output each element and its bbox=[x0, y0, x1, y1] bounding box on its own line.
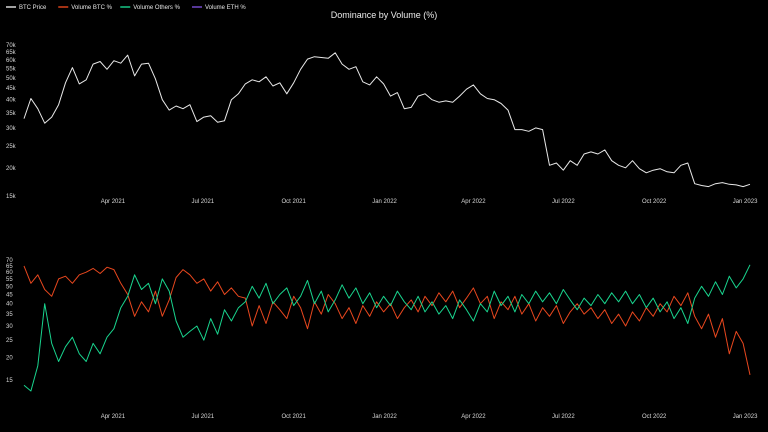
y-tick-label: 55k bbox=[6, 66, 17, 72]
y-tick-label: 40k bbox=[6, 98, 17, 104]
x-tick-label: Oct 2022 bbox=[642, 199, 667, 205]
x-tick-label: Oct 2021 bbox=[281, 199, 306, 205]
chart-title: Dominance by Volume (%) bbox=[331, 10, 438, 20]
y-tick-label: 20 bbox=[6, 356, 13, 362]
x-tick-label: Jan 2022 bbox=[372, 199, 397, 205]
x-tick-label: Jul 2021 bbox=[191, 199, 214, 205]
x-tick-label: Apr 2021 bbox=[101, 199, 126, 205]
y-tick-label: 60 bbox=[6, 270, 13, 276]
y-tick-label: 35k bbox=[6, 111, 17, 117]
y-tick-label: 45 bbox=[6, 293, 13, 299]
series-line-btc-price bbox=[24, 53, 750, 187]
x-tick-label: Jul 2021 bbox=[191, 414, 214, 420]
x-tick-label: Apr 2021 bbox=[101, 414, 126, 420]
x-tick-label: Jan 2023 bbox=[733, 414, 758, 420]
y-tick-label: 30k bbox=[6, 126, 17, 132]
y-tick-label: 35 bbox=[6, 312, 13, 318]
x-tick-label: Jan 2022 bbox=[372, 414, 397, 420]
y-tick-label: 65k bbox=[6, 50, 17, 56]
y-tick-label: 65 bbox=[6, 264, 13, 270]
y-tick-label: 25k bbox=[6, 144, 17, 150]
y-tick-label: 30 bbox=[6, 324, 13, 330]
legend-label: Volume BTC % bbox=[71, 5, 112, 11]
y-tick-label: 70k bbox=[6, 43, 17, 49]
y-tick-label: 15 bbox=[6, 378, 13, 384]
series-line-volume-btc bbox=[24, 266, 750, 375]
legend-label: BTC Price bbox=[19, 5, 47, 11]
legend-label: Volume Others % bbox=[133, 5, 180, 11]
y-tick-label: 70 bbox=[6, 258, 13, 264]
x-tick-label: Apr 2022 bbox=[461, 199, 486, 205]
x-tick-label: Jul 2022 bbox=[552, 414, 575, 420]
series-line-volume-others bbox=[24, 265, 750, 391]
y-tick-label: 55 bbox=[6, 277, 13, 283]
y-tick-label: 60k bbox=[6, 58, 17, 64]
x-tick-label: Jul 2022 bbox=[552, 199, 575, 205]
legend-label: Volume ETH % bbox=[205, 5, 246, 11]
y-tick-label: 50 bbox=[6, 284, 13, 290]
x-tick-label: Jan 2023 bbox=[733, 199, 758, 205]
y-tick-label: 25 bbox=[6, 338, 13, 344]
y-tick-label: 20k bbox=[6, 166, 17, 172]
y-tick-label: 15k bbox=[6, 194, 17, 200]
y-tick-label: 50k bbox=[6, 76, 17, 82]
x-tick-label: Oct 2021 bbox=[281, 414, 306, 420]
y-tick-label: 40 bbox=[6, 302, 13, 308]
y-tick-label: 45k bbox=[6, 86, 17, 92]
legend: BTC Price Volume BTC % Volume Others % Volu… bbox=[6, 5, 246, 11]
x-tick-label: Apr 2022 bbox=[461, 414, 486, 420]
x-tick-label: Oct 2022 bbox=[642, 414, 667, 420]
